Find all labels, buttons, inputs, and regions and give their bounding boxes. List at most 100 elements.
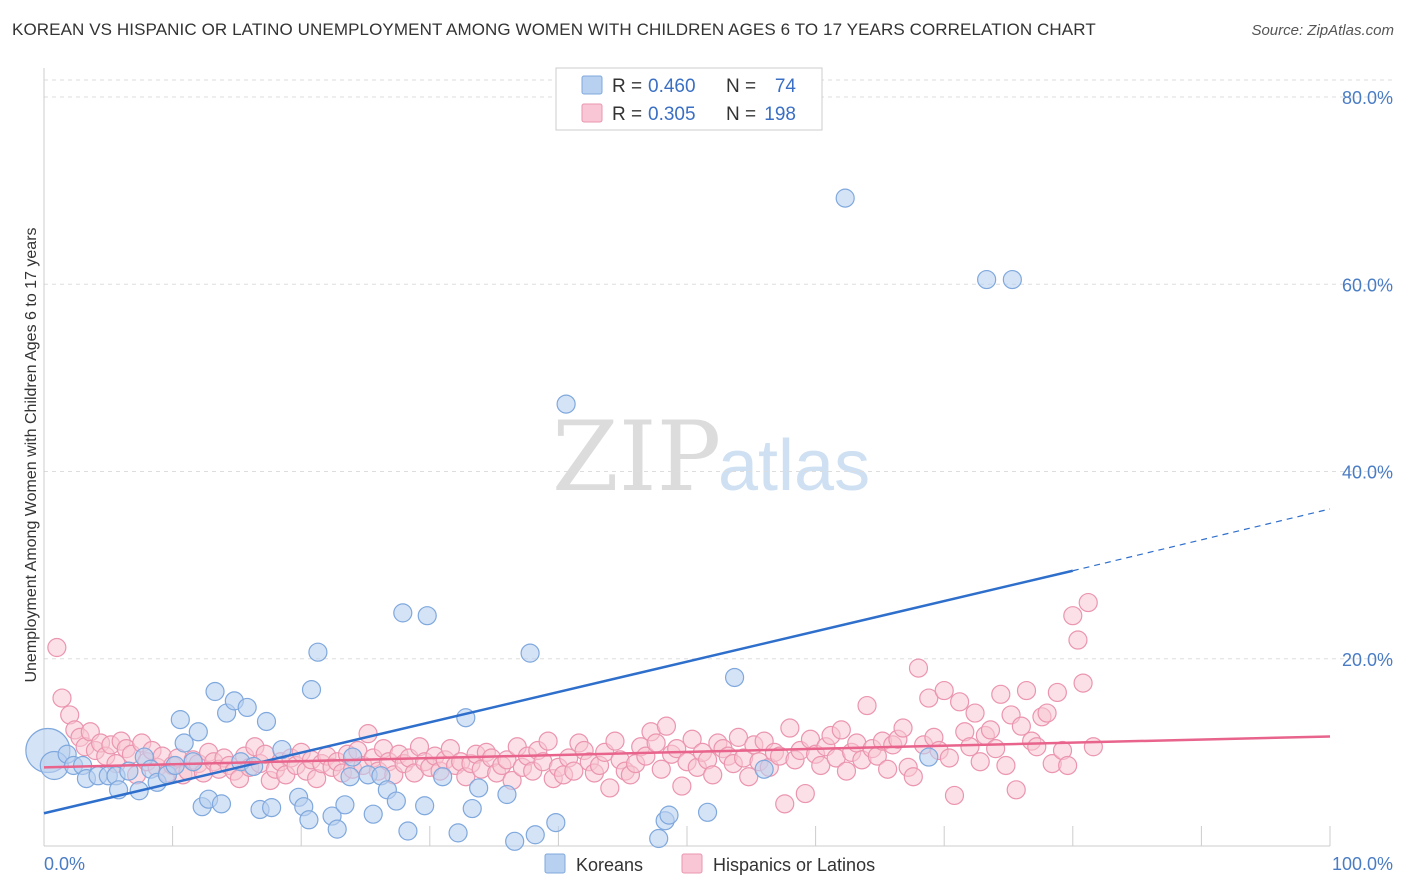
hispanic-point: [1027, 737, 1047, 757]
chart-title: KOREAN VS HISPANIC OR LATINO UNEMPLOYMEN…: [12, 20, 1096, 39]
legend-bottom-label-koreans: Koreans: [576, 855, 643, 875]
hispanic-point: [1078, 592, 1098, 613]
korean-point: [393, 603, 413, 623]
hispanic-point: [1073, 673, 1093, 693]
korean-point: [170, 710, 190, 730]
korean-point: [546, 812, 566, 833]
korean-point: [469, 778, 489, 798]
legend-r-value-hispanics: 0.305: [648, 104, 696, 125]
korean-point: [919, 747, 939, 767]
hispanic-point: [1047, 682, 1067, 703]
korean-point: [327, 819, 347, 839]
korean-point: [977, 269, 997, 290]
korean-point: [188, 722, 208, 742]
y-axis-label: Unemployment Among Women with Children A…: [23, 227, 40, 682]
korean-point: [398, 821, 418, 841]
korean-point: [415, 796, 435, 816]
hispanic-point: [1011, 716, 1031, 736]
legend-top: R = 0.460 N = 74 R = 0.305 N = 198: [555, 67, 823, 131]
hispanic-point: [836, 761, 857, 781]
korean-point: [520, 643, 540, 663]
hispanic-point: [646, 733, 666, 753]
hispanic-point: [944, 785, 965, 806]
hispanic-point: [878, 759, 898, 779]
hispanic-point: [934, 680, 954, 701]
watermark-zip: ZIP: [552, 401, 721, 513]
axes: [43, 68, 1331, 847]
hispanic-point: [672, 776, 692, 796]
korean-point: [659, 805, 679, 825]
korean-point: [1002, 269, 1022, 290]
korean-point: [237, 697, 257, 718]
korean-point: [462, 798, 482, 819]
hispanic-trend-line: [43, 735, 1331, 769]
legend-r-value-koreans: 0.460: [648, 76, 696, 97]
hispanic-point: [682, 729, 702, 749]
hispanic-point: [651, 759, 671, 779]
korean-point: [835, 188, 855, 208]
hispanic-point: [703, 765, 723, 785]
hispanic-point: [656, 716, 677, 736]
hispanic-point: [1068, 630, 1088, 650]
legend-bottom-swatch-hispanics: [681, 853, 703, 874]
hispanic-point: [960, 737, 980, 757]
korean-point: [497, 784, 517, 805]
hispanic-points: [47, 592, 1103, 814]
korean-point: [183, 752, 203, 772]
hispanic-point: [1037, 703, 1057, 723]
korean-point: [308, 642, 328, 662]
y-tick-label: 80.0%: [1342, 88, 1393, 108]
korean-point: [340, 767, 360, 787]
hispanic-point: [795, 783, 815, 804]
hispanic-point: [775, 794, 795, 814]
hispanic-point: [52, 688, 72, 708]
korean-point: [754, 759, 774, 779]
hispanic-point: [991, 684, 1011, 704]
hispanic-point: [1063, 606, 1083, 626]
x-tick-labels: 0.0% 100.0%: [44, 854, 1393, 874]
hispanic-point: [1006, 780, 1026, 800]
hispanic-point: [950, 692, 970, 712]
hispanic-point: [1058, 755, 1078, 776]
hispanic-point: [600, 778, 620, 798]
korean-point: [433, 767, 453, 787]
legend-n-value-koreans: 74: [775, 76, 797, 97]
hispanic-point: [996, 755, 1016, 776]
korean-point: [262, 798, 282, 818]
korean-point: [205, 681, 225, 702]
korean-point: [697, 802, 718, 822]
source-label: Source: ZipAtlas.com: [1251, 22, 1394, 39]
korean-point: [299, 810, 319, 830]
korean-point: [301, 680, 322, 700]
watermark-atlas: atlas: [718, 426, 870, 506]
korean-point: [448, 823, 468, 843]
korean-point: [525, 825, 545, 845]
hispanic-point: [939, 748, 959, 768]
hispanic-point: [986, 739, 1006, 759]
korean-point: [556, 394, 576, 414]
korean-trend-extension: [1072, 508, 1331, 572]
korean-point: [363, 804, 383, 824]
y-tick-label: 20.0%: [1342, 650, 1393, 670]
hispanic-point: [1083, 737, 1103, 757]
hispanic-point: [970, 752, 990, 772]
x-tick-label: 100.0%: [1332, 854, 1393, 874]
hispanic-point: [739, 767, 759, 787]
watermark: ZIP atlas: [552, 401, 870, 513]
legend-n-label-hispanics: N =: [726, 104, 756, 125]
korean-trend-line: [43, 569, 1074, 815]
korean-points: [25, 188, 1022, 851]
hispanic-point: [728, 727, 749, 747]
korean-point: [343, 747, 363, 767]
korean-point: [174, 733, 194, 753]
korean-point: [505, 831, 525, 851]
hispanic-point: [1016, 680, 1037, 701]
hispanic-point: [538, 731, 558, 751]
legend-bottom: Koreans Hispanics or Latinos: [544, 853, 875, 875]
korean-point: [386, 791, 406, 811]
hispanic-point: [908, 658, 929, 678]
legend-bottom-label-hispanics: Hispanics or Latinos: [713, 855, 875, 875]
y-tick-label: 60.0%: [1342, 275, 1393, 295]
hispanic-point: [903, 767, 923, 787]
